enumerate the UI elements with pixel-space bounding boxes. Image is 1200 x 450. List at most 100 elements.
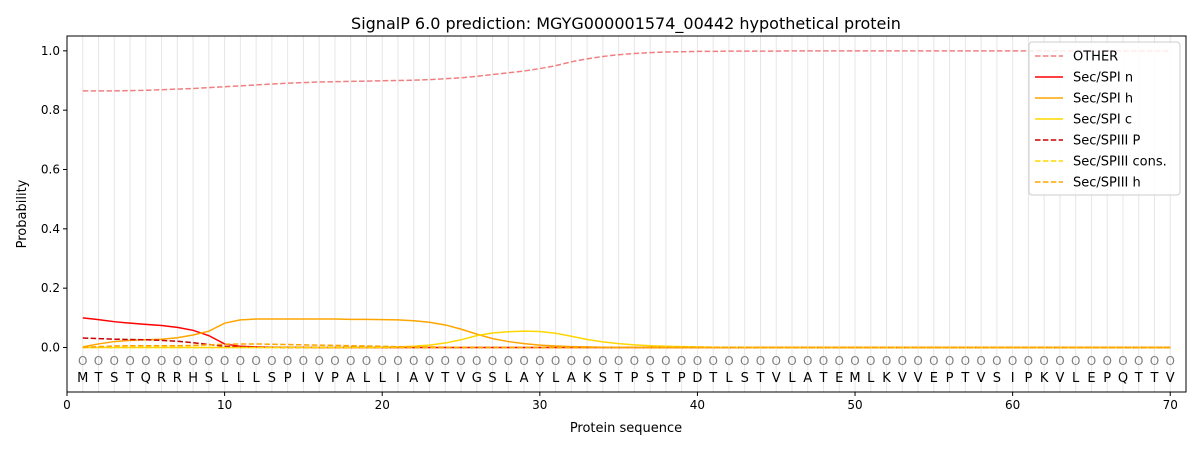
- residue-label: T: [819, 371, 828, 386]
- region-label: O: [377, 354, 386, 368]
- region-label: O: [614, 354, 623, 368]
- region-label: O: [929, 354, 938, 368]
- residue-label: L: [253, 371, 261, 386]
- residue-label: L: [363, 371, 371, 386]
- region-label: O: [362, 354, 371, 368]
- residue-label: L: [237, 371, 245, 386]
- residue-label: Q: [141, 371, 151, 386]
- region-label: O: [740, 354, 749, 368]
- residue-label: R: [157, 371, 166, 386]
- legend-label: Sec/SPIII cons.: [1073, 155, 1167, 170]
- region-label: O: [756, 354, 765, 368]
- region-label: O: [677, 354, 686, 368]
- region-label: O: [204, 354, 213, 368]
- residue-label: E: [1087, 371, 1095, 386]
- residue-label: R: [173, 371, 182, 386]
- residue-label: S: [110, 371, 118, 386]
- x-axis-label: Protein sequence: [570, 421, 682, 436]
- residue-label: P: [1024, 371, 1032, 386]
- region-label: O: [220, 354, 229, 368]
- residue-label: T: [1150, 371, 1159, 386]
- residue-label: V: [425, 371, 434, 386]
- region-label: O: [771, 354, 780, 368]
- y-tick-label: 0.2: [41, 281, 60, 295]
- sequence-labels: OMOTOSOTOQOROROHOSOLOLOLOSOPOIOVOPOAOLOL…: [77, 354, 1175, 386]
- residue-label: V: [315, 371, 324, 386]
- x-tick-label: 30: [532, 398, 547, 412]
- region-label: O: [393, 354, 402, 368]
- chart-title: SignalP 6.0 prediction: MGYG000001574_00…: [351, 14, 901, 34]
- y-axis-label: Probability: [15, 179, 30, 248]
- residue-label: Q: [1118, 371, 1128, 386]
- residue-label: Y: [535, 371, 544, 386]
- region-label: O: [1071, 354, 1080, 368]
- region-label: O: [1055, 354, 1064, 368]
- region-label: O: [724, 354, 733, 368]
- region-label: O: [551, 354, 560, 368]
- series-line-3: [82, 330, 1171, 349]
- y-tick-label: 1.0: [41, 44, 60, 58]
- residue-label: L: [552, 371, 560, 386]
- residue-label: A: [803, 371, 812, 386]
- region-label: O: [409, 354, 418, 368]
- region-label: O: [267, 354, 276, 368]
- region-label: O: [945, 354, 954, 368]
- region-label: O: [157, 354, 166, 368]
- residue-label: S: [488, 371, 496, 386]
- region-label: O: [645, 354, 654, 368]
- residue-label: S: [741, 371, 749, 386]
- region-label: O: [488, 354, 497, 368]
- region-label: O: [630, 354, 639, 368]
- residue-label: T: [614, 371, 623, 386]
- residue-label: L: [505, 371, 513, 386]
- residue-label: I: [396, 371, 400, 386]
- region-label: O: [976, 354, 985, 368]
- x-tick-label: 60: [1005, 398, 1020, 412]
- region-label: O: [992, 354, 1001, 368]
- region-label: O: [882, 354, 891, 368]
- residue-label: K: [1040, 371, 1049, 386]
- residue-label: S: [205, 371, 213, 386]
- residue-label: V: [914, 371, 923, 386]
- residue-label: A: [567, 371, 576, 386]
- legend-label: Sec/SPI n: [1073, 71, 1133, 86]
- region-label: O: [173, 354, 182, 368]
- region-label: O: [598, 354, 607, 368]
- x-tick-label: 40: [690, 398, 705, 412]
- region-label: O: [898, 354, 907, 368]
- x-tick-label: 10: [217, 398, 232, 412]
- series-lines: [82, 50, 1171, 349]
- residue-label: P: [630, 371, 638, 386]
- region-label: O: [330, 354, 339, 368]
- residue-label: A: [346, 371, 355, 386]
- region-label: O: [1008, 354, 1017, 368]
- y-axis-ticks: 0.0 0.2 0.4 0.6 0.8 1.0: [41, 44, 67, 355]
- residue-label: M: [77, 371, 88, 386]
- region-label: O: [236, 354, 245, 368]
- residue-label: T: [94, 371, 103, 386]
- region-label: O: [1087, 354, 1096, 368]
- region-label: O: [283, 354, 292, 368]
- residue-label: V: [1055, 371, 1064, 386]
- legend-label: Sec/SPIII h: [1073, 176, 1141, 191]
- region-label: O: [188, 354, 197, 368]
- residue-label: L: [867, 371, 875, 386]
- region-label: O: [819, 354, 828, 368]
- residue-label: S: [993, 371, 1001, 386]
- residue-label: V: [898, 371, 907, 386]
- region-label: O: [835, 354, 844, 368]
- residue-label: P: [678, 371, 686, 386]
- region-label: O: [866, 354, 875, 368]
- x-tick-label: 0: [63, 398, 71, 412]
- region-label: O: [661, 354, 670, 368]
- x-tick-label: 70: [1163, 398, 1178, 412]
- region-label: O: [693, 354, 702, 368]
- residue-label: T: [125, 371, 134, 386]
- region-label: O: [850, 354, 859, 368]
- residue-label: L: [788, 371, 796, 386]
- residue-label: S: [268, 371, 276, 386]
- residue-label: A: [520, 371, 529, 386]
- region-label: O: [425, 354, 434, 368]
